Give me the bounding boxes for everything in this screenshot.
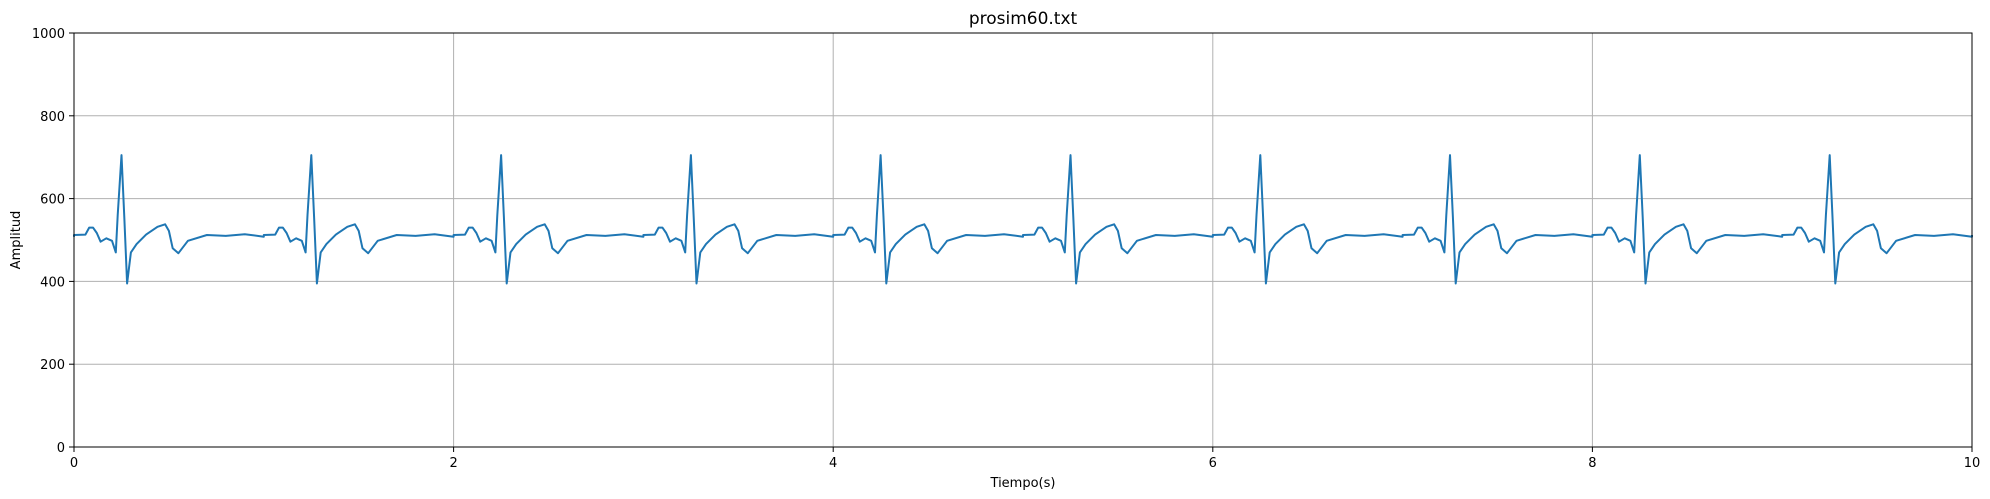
x-tick-label: 0 xyxy=(70,456,78,471)
y-tick-label: 400 xyxy=(40,275,65,290)
y-axis-ticks: 0 200 400 600 800 1000 xyxy=(32,27,74,456)
plot-frame xyxy=(73,32,1973,448)
y-axis-label: Amplitud xyxy=(9,211,24,270)
series-line-ecg xyxy=(73,154,1973,285)
y-tick-label: 200 xyxy=(40,358,65,373)
x-tick-label: 8 xyxy=(1588,456,1596,471)
x-tick-label: 4 xyxy=(829,456,837,471)
x-tick-label: 2 xyxy=(449,456,457,471)
chart-title: prosim60.txt xyxy=(969,9,1078,29)
grid-lines xyxy=(73,32,1973,448)
y-tick-label: 1000 xyxy=(32,27,65,42)
x-tick-label: 6 xyxy=(1209,456,1217,471)
x-tick-label: 10 xyxy=(1964,456,1981,471)
y-tick-label: 600 xyxy=(40,193,65,208)
y-tick-label: 800 xyxy=(40,110,65,125)
x-axis-ticks: 0 2 4 6 8 10 xyxy=(70,447,1980,471)
x-axis-label: Tiempo(s) xyxy=(990,476,1056,491)
y-tick-label: 0 xyxy=(57,441,65,456)
